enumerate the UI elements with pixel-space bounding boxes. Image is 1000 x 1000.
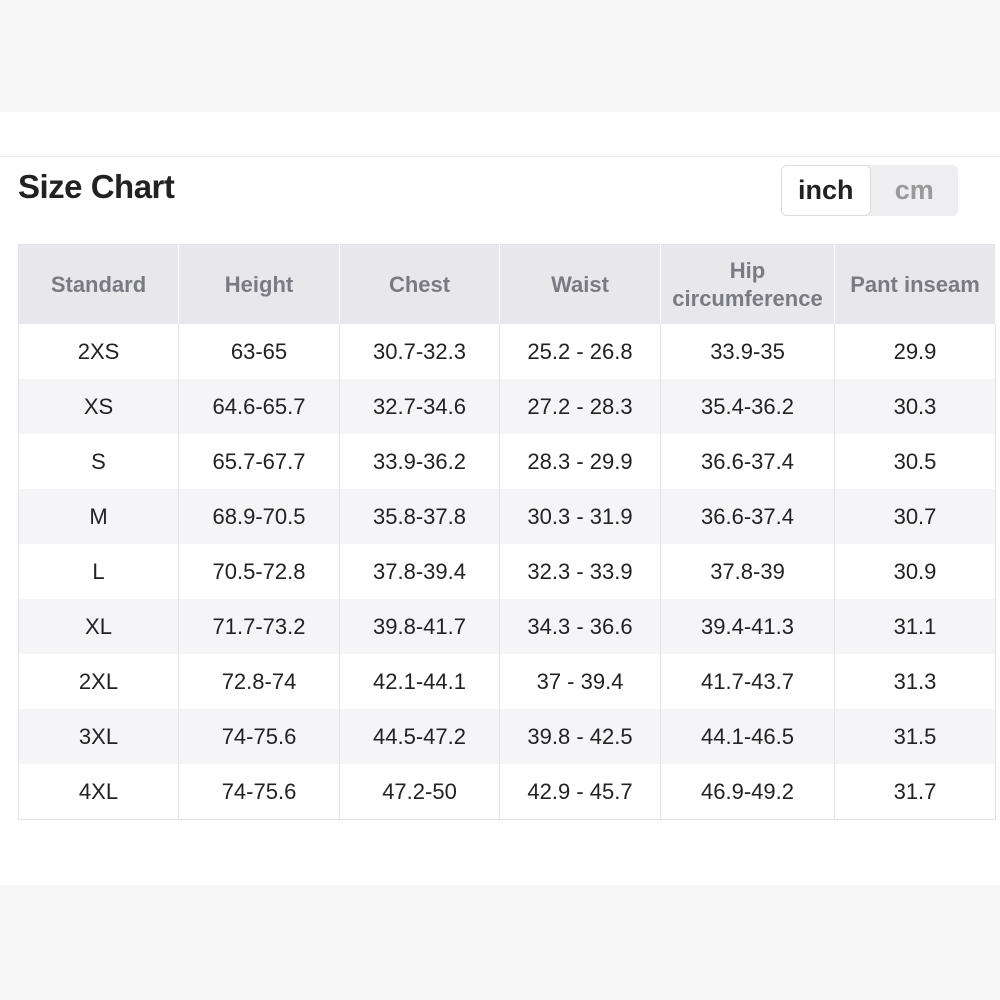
table-cell: 31.3 [834,654,996,709]
header-row: Standard Height Chest Waist Hip circumferenc… [18,244,996,324]
table-cell: 46.9-49.2 [660,764,835,820]
unit-option[interactable]: inch [781,165,871,216]
column-header: Chest [339,244,500,324]
table-cell: 72.8-74 [178,654,340,709]
column-header: Pant inseam [834,244,996,324]
table-cell: 36.6-37.4 [660,489,835,544]
column-header: Height [178,244,340,324]
table-cell: 65.7-67.7 [178,434,340,489]
table-cell: 4XL [18,764,179,820]
table-cell: M [18,489,179,544]
table-cell: 30.5 [834,434,996,489]
table-cell: 29.9 [834,324,996,379]
table-cell: 70.5-72.8 [178,544,340,599]
table-cell: 63-65 [178,324,340,379]
table-cell: 68.9-70.5 [178,489,340,544]
table-row: XL 71.7-73.2 39.8-41.7 34.3 - 36.6 39.4-41.3… [18,599,996,654]
table-cell: 39.8-41.7 [339,599,500,654]
table-cell: 74-75.6 [178,764,340,820]
unit-option[interactable]: cm [894,175,934,205]
table-cell: 30.3 - 31.9 [499,489,661,544]
table-row: L 70.5-72.8 37.8-39.4 32.3 - 33.9 37.8-39 30.… [18,544,996,599]
table-cell: 39.8 - 42.5 [499,709,661,764]
table-cell: 32.3 - 33.9 [499,544,661,599]
table-row: 2XL 72.8-74 42.1-44.1 37 - 39.4 41.7-43.7 31.… [18,654,996,709]
table-row: M 68.9-70.5 35.8-37.8 30.3 - 31.9 36.6-37.4 3… [18,489,996,544]
top-band [0,0,1000,112]
table-cell: 37.8-39.4 [339,544,500,599]
table-cell: 33.9-35 [660,324,835,379]
table-cell: 27.2 - 28.3 [499,379,661,434]
table-cell: 31.5 [834,709,996,764]
table-cell: 32.7-34.6 [339,379,500,434]
table-cell: 44.5-47.2 [339,709,500,764]
separator [0,156,1000,157]
table-row: 4XL 74-75.6 47.2-50 42.9 - 45.7 46.9-49.2 31.… [18,764,996,820]
column-header: Standard [18,244,179,324]
table-cell: 25.2 - 26.8 [499,324,661,379]
table-cell: 30.3 [834,379,996,434]
table-cell: 37.8-39 [660,544,835,599]
table-cell: XL [18,599,179,654]
title: Size Chart [18,168,175,205]
table-row: 2XS 63-65 30.7-32.3 25.2 - 26.8 33.9-35 29.9 [18,324,996,379]
table-cell: 42.9 - 45.7 [499,764,661,820]
table-row: S 65.7-67.7 33.9-36.2 28.3 - 29.9 36.6-37.4 3… [18,434,996,489]
table-cell: 35.4-36.2 [660,379,835,434]
bottom-band [0,885,1000,1000]
table-cell: 42.1-44.1 [339,654,500,709]
unit-toggle: inch cm [781,165,958,216]
table-cell: 30.7-32.3 [339,324,500,379]
column-header: Hip circumference [660,244,835,324]
column-header: Waist [499,244,661,324]
table-cell: 41.7-43.7 [660,654,835,709]
table-row: XS 64.6-65.7 32.7-34.6 27.2 - 28.3 35.4-36.2… [18,379,996,434]
table-cell: 39.4-41.3 [660,599,835,654]
table-cell: 37 - 39.4 [499,654,661,709]
table-cell: 28.3 - 29.9 [499,434,661,489]
table-cell: 44.1-46.5 [660,709,835,764]
table-cell: 47.2-50 [339,764,500,820]
table-cell: 33.9-36.2 [339,434,500,489]
table-cell: L [18,544,179,599]
table-cell: 64.6-65.7 [178,379,340,434]
table-cell: XS [18,379,179,434]
table-cell: 2XL [18,654,179,709]
table-cell: 74-75.6 [178,709,340,764]
table-cell: 34.3 - 36.6 [499,599,661,654]
table-row: 3XL 74-75.6 44.5-47.2 39.8 - 42.5 44.1-46.5 3… [18,709,996,764]
table-cell: 30.9 [834,544,996,599]
table-cell: 31.1 [834,599,996,654]
table-cell: 31.7 [834,764,996,820]
table-cell: 35.8-37.8 [339,489,500,544]
table-cell: 2XS [18,324,179,379]
size-table: Standard Height Chest Waist Hip circumferenc… [18,244,996,820]
table-cell: 36.6-37.4 [660,434,835,489]
table-cell: 3XL [18,709,179,764]
table-cell: 30.7 [834,489,996,544]
table-cell: 71.7-73.2 [178,599,340,654]
table-cell: S [18,434,179,489]
